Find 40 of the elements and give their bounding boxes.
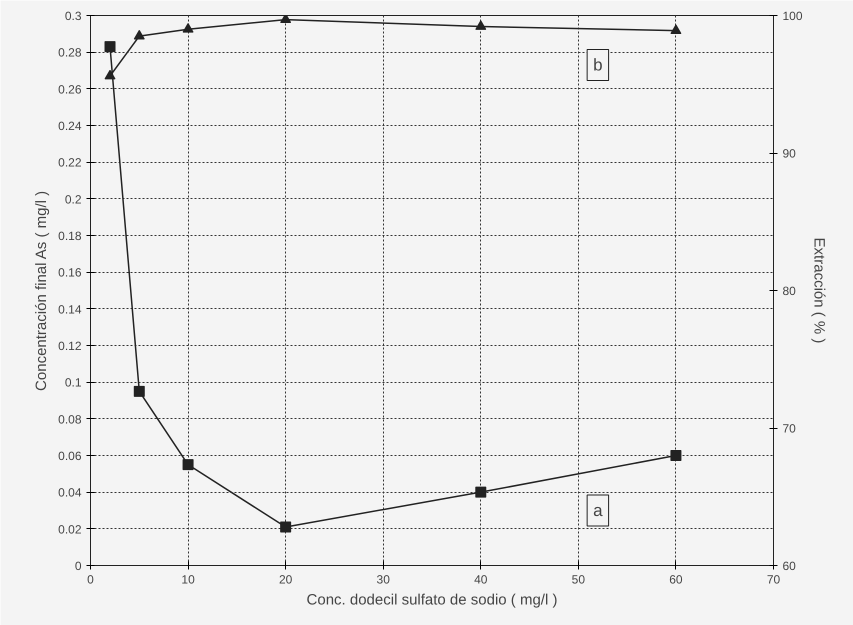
point — [182, 459, 194, 470]
y-tick-label: 0.18 — [58, 229, 82, 243]
point — [104, 41, 116, 52]
y2-tick-label: 80 — [782, 284, 796, 298]
y2-tick-label: 70 — [782, 422, 796, 436]
x-axis-title: Conc. dodecil sulfato de sodio ( mg/l ) — [306, 592, 558, 608]
y-tick-label: 0.2 — [64, 192, 82, 206]
x-tick-label: 60 — [669, 572, 683, 586]
y-tick-label: 0.26 — [58, 82, 82, 96]
annotation: a — [593, 501, 604, 520]
y2-axis-title: Extracción ( % ) — [810, 238, 828, 344]
point — [134, 386, 145, 397]
x-tick-label: 50 — [572, 572, 586, 586]
y-tick-label: 0.14 — [58, 302, 82, 316]
y-tick-label: 0.04 — [58, 486, 82, 500]
y-tick-label: 0.1 — [64, 376, 82, 390]
y-tick-label: 0.12 — [58, 339, 82, 353]
x-tick-label: 40 — [474, 572, 488, 586]
y-tick-label: 0.16 — [58, 266, 82, 280]
point — [475, 486, 486, 498]
point — [280, 522, 292, 532]
y2-tick-label: 60 — [782, 559, 796, 573]
y-tick-label: 0.06 — [58, 449, 82, 463]
annotation: b — [593, 56, 603, 74]
y-tick-label: 0.3 — [64, 9, 82, 23]
y-axis-title: Concentración final As ( mg/l ) — [33, 190, 50, 391]
y2-tick-label: 90 — [782, 146, 796, 160]
x-tick-label: 20 — [278, 572, 293, 586]
y-tick-label: 0.02 — [58, 522, 82, 536]
x-tick-label: 10 — [181, 572, 196, 586]
y-tick-label: 0 — [74, 559, 82, 573]
y2-tick-label: 100 — [782, 9, 803, 23]
x-tick-label: 70 — [766, 572, 780, 586]
point — [670, 450, 682, 461]
x-tick-label: 0 — [87, 572, 94, 586]
y-tick-label: 0.22 — [58, 156, 82, 170]
y-tick-label: 0.28 — [58, 46, 82, 60]
x-tick-label: 30 — [376, 572, 390, 586]
y-tick-label: 0.24 — [58, 119, 82, 133]
y-tick-label: 0.08 — [58, 412, 82, 426]
